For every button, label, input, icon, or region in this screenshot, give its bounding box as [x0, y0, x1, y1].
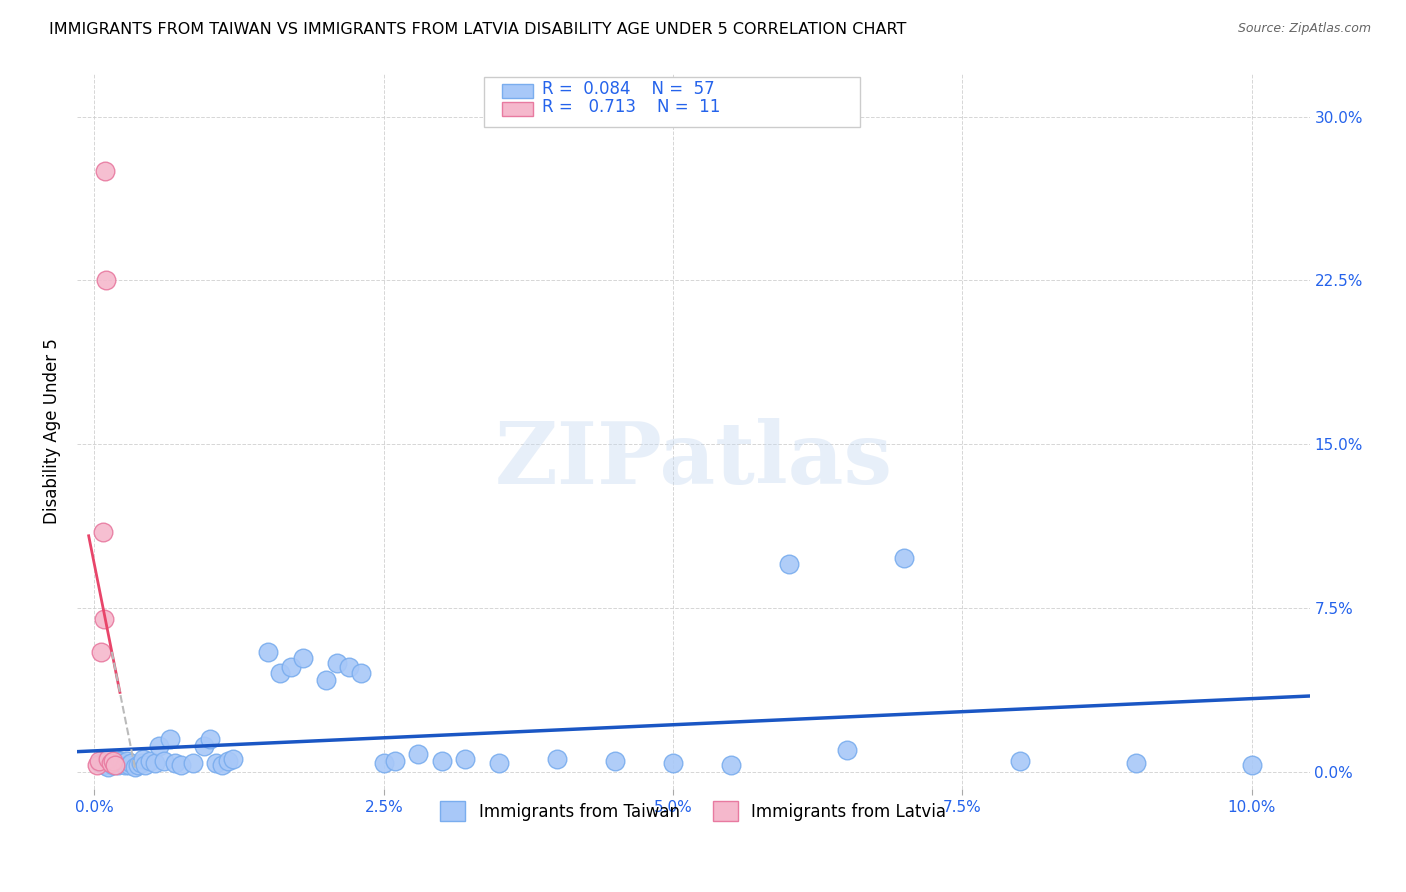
Text: R =   0.713    N =  11: R = 0.713 N = 11	[541, 98, 720, 116]
Legend: Immigrants from Taiwan, Immigrants from Latvia: Immigrants from Taiwan, Immigrants from …	[427, 788, 960, 835]
Point	[153, 754, 176, 768]
Text: ZIPatlas: ZIPatlas	[495, 417, 893, 501]
Point	[269, 666, 291, 681]
Point	[546, 752, 568, 766]
Point	[257, 645, 280, 659]
Point	[127, 758, 149, 772]
Point	[91, 524, 114, 539]
Point	[94, 164, 117, 178]
Point	[181, 756, 204, 770]
Text: Source: ZipAtlas.com: Source: ZipAtlas.com	[1237, 22, 1371, 36]
Point	[114, 758, 136, 772]
Point	[337, 660, 360, 674]
Point	[104, 752, 127, 766]
Point	[349, 666, 371, 681]
Point	[605, 754, 627, 768]
Point	[159, 731, 181, 746]
Point	[129, 756, 152, 770]
Point	[835, 743, 858, 757]
Point	[193, 739, 215, 753]
Text: IMMIGRANTS FROM TAIWAN VS IMMIGRANTS FROM LATVIA DISABILITY AGE UNDER 5 CORRELAT: IMMIGRANTS FROM TAIWAN VS IMMIGRANTS FRO…	[49, 22, 907, 37]
Point	[662, 756, 685, 770]
Point	[100, 756, 122, 770]
Point	[326, 656, 349, 670]
Point	[211, 758, 233, 772]
Point	[170, 758, 193, 772]
Point	[315, 673, 337, 687]
Point	[488, 756, 510, 770]
Point	[132, 752, 155, 766]
Point	[89, 756, 111, 770]
Point	[93, 612, 115, 626]
Point	[93, 758, 115, 772]
Point	[454, 752, 477, 766]
Text: R =  0.084    N =  57: R = 0.084 N = 57	[541, 79, 714, 98]
Point	[87, 754, 110, 768]
Point	[111, 756, 134, 770]
Point	[205, 756, 228, 770]
Point	[94, 273, 117, 287]
Point	[384, 754, 406, 768]
Y-axis label: Disability Age Under 5: Disability Age Under 5	[44, 338, 60, 524]
FancyBboxPatch shape	[484, 77, 859, 127]
Point	[408, 747, 430, 762]
Point	[280, 660, 302, 674]
Point	[100, 756, 122, 770]
Point	[104, 758, 127, 772]
Point	[121, 756, 143, 770]
Point	[430, 754, 453, 768]
Point	[198, 731, 221, 746]
Bar	[502, 84, 533, 98]
Bar	[502, 102, 533, 116]
Point	[143, 756, 166, 770]
Point	[165, 756, 187, 770]
Point	[1125, 756, 1147, 770]
Point	[1240, 758, 1263, 772]
Point	[101, 758, 124, 772]
Point	[124, 760, 146, 774]
Point	[108, 754, 131, 768]
Point	[94, 754, 117, 768]
Point	[893, 550, 915, 565]
Point	[107, 758, 129, 772]
Point	[90, 645, 112, 659]
Point	[118, 758, 141, 772]
Point	[222, 752, 245, 766]
Point	[139, 754, 162, 768]
Point	[101, 754, 124, 768]
Point	[97, 760, 120, 774]
Point	[134, 758, 156, 772]
Point	[217, 754, 239, 768]
Point	[97, 752, 120, 766]
Point	[373, 756, 395, 770]
Point	[778, 558, 800, 572]
Point	[115, 754, 138, 768]
Point	[720, 758, 742, 772]
Point	[1010, 754, 1032, 768]
Point	[291, 651, 314, 665]
Point	[148, 739, 170, 753]
Point	[86, 758, 108, 772]
